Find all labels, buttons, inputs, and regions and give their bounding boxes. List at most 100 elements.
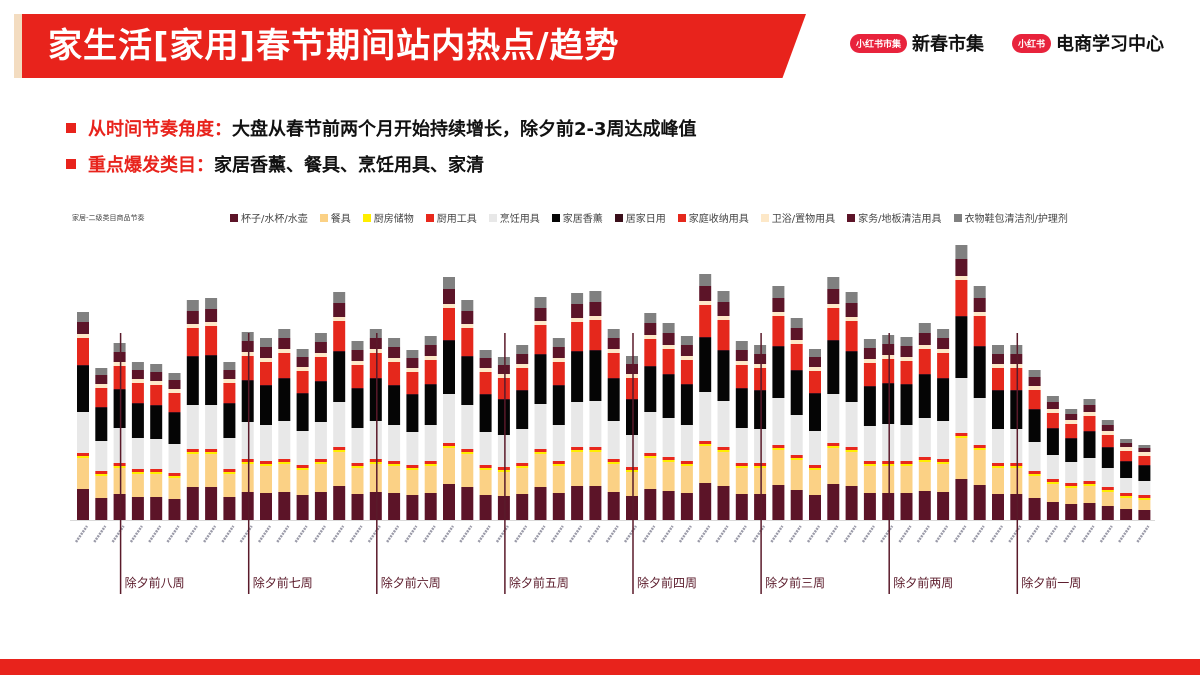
bar-segment: [662, 323, 675, 333]
bar-segment: [1010, 468, 1023, 494]
bar-segment: [186, 449, 199, 452]
week-label: 除夕前四周: [637, 576, 698, 590]
bar-stack: [918, 323, 931, 520]
bar-segment: [790, 328, 803, 340]
bar-segment: [680, 464, 693, 466]
bar-segment: [479, 394, 492, 395]
bar-segment: [680, 425, 693, 461]
bar-segment: [552, 425, 565, 461]
bar-segment: [735, 428, 748, 463]
bar-segment: [1083, 405, 1096, 412]
bar-segment: [882, 344, 895, 355]
bar-segment: [150, 406, 163, 439]
bar-segment: [1083, 432, 1096, 458]
bar-segment: [1101, 447, 1114, 448]
bar-segment: [223, 472, 236, 474]
bar-segment: [809, 394, 821, 431]
bar-segment: [241, 356, 254, 380]
bar-segment: [333, 402, 346, 447]
bar-segment: [882, 464, 895, 466]
bar-segment: [1065, 424, 1078, 438]
bar-segment: [644, 412, 657, 453]
bar-segment: [845, 452, 858, 486]
bar-segment: [351, 468, 364, 494]
bar-segment: [809, 349, 821, 357]
bar-segment: [662, 375, 675, 418]
bar-segment: [955, 479, 968, 520]
bar-segment: [918, 460, 931, 462]
bar-segment: [278, 353, 291, 378]
bar-segment: [809, 367, 821, 371]
bar-segment: [223, 404, 236, 438]
x-tick-label: [898, 525, 912, 543]
bar-stack: [223, 362, 236, 520]
bar-segment: [827, 308, 840, 340]
legend-item: 家居香薰: [551, 210, 603, 225]
bar-stack: [845, 292, 858, 520]
bar-segment: [150, 381, 163, 385]
bar-segment: [644, 489, 657, 520]
bar-segment: [809, 371, 821, 393]
bar-segment: [479, 372, 492, 394]
bar-segment: [388, 461, 401, 464]
x-tick-label: [715, 525, 729, 543]
bar-segment: [955, 276, 968, 280]
bar-segment: [1010, 466, 1023, 468]
bar-stack: [351, 341, 364, 520]
bar-segment: [516, 368, 529, 390]
x-tick-label: [806, 525, 821, 543]
bar-segment: [955, 433, 968, 436]
bar-stack: [809, 349, 821, 520]
bar-segment: [863, 493, 876, 520]
bar-segment: [369, 379, 382, 421]
bar-segment: [351, 350, 364, 361]
bar-segment: [1138, 465, 1151, 466]
bar-stack: [369, 329, 382, 520]
bar-segment: [589, 351, 602, 401]
bar-segment: [314, 357, 327, 381]
bar-segment: [571, 351, 584, 352]
bar-stack: [333, 292, 346, 520]
bar-segment: [589, 450, 602, 452]
bar-segment: [900, 361, 913, 384]
bar-stack: [827, 277, 840, 520]
bar-segment: [351, 466, 364, 468]
bar-segment: [534, 321, 547, 325]
bar-segment: [680, 385, 693, 425]
bar-segment: [607, 421, 620, 459]
bar-segment: [845, 303, 858, 317]
bar-segment: [1083, 399, 1096, 405]
bar-segment: [461, 328, 474, 356]
bar-segment: [314, 381, 327, 382]
bar-segment: [168, 393, 181, 412]
bar-segment: [1101, 431, 1114, 435]
bar-segment: [95, 368, 108, 375]
legend-swatch: [614, 213, 623, 222]
bar-segment: [1046, 429, 1059, 455]
bar-segment: [1101, 506, 1114, 520]
bar-segment: [790, 490, 803, 520]
bar-segment: [260, 385, 272, 386]
bar-segment: [1028, 386, 1041, 390]
x-tick-label: [1008, 525, 1022, 543]
bar-segment: [552, 466, 565, 493]
bar-segment: [973, 346, 986, 347]
bar-segment: [882, 359, 895, 383]
bar-segment: [644, 453, 657, 456]
bar-segment: [680, 466, 693, 493]
bar-segment: [296, 468, 309, 470]
bar-segment: [607, 379, 620, 421]
x-tick-label: [569, 525, 583, 543]
bar-segment: [424, 385, 437, 425]
bar-segment: [571, 318, 584, 322]
bar-stack: [955, 245, 968, 520]
bar-segment: [626, 356, 638, 364]
bar-segment: [296, 349, 309, 357]
bar-segment: [95, 408, 108, 441]
bar-segment: [95, 388, 108, 407]
x-tick-label: [1099, 525, 1113, 543]
bar-segment: [1046, 413, 1059, 428]
bar-segment: [241, 464, 254, 492]
bar-segment: [1138, 448, 1151, 452]
bar-segment: [534, 297, 547, 308]
